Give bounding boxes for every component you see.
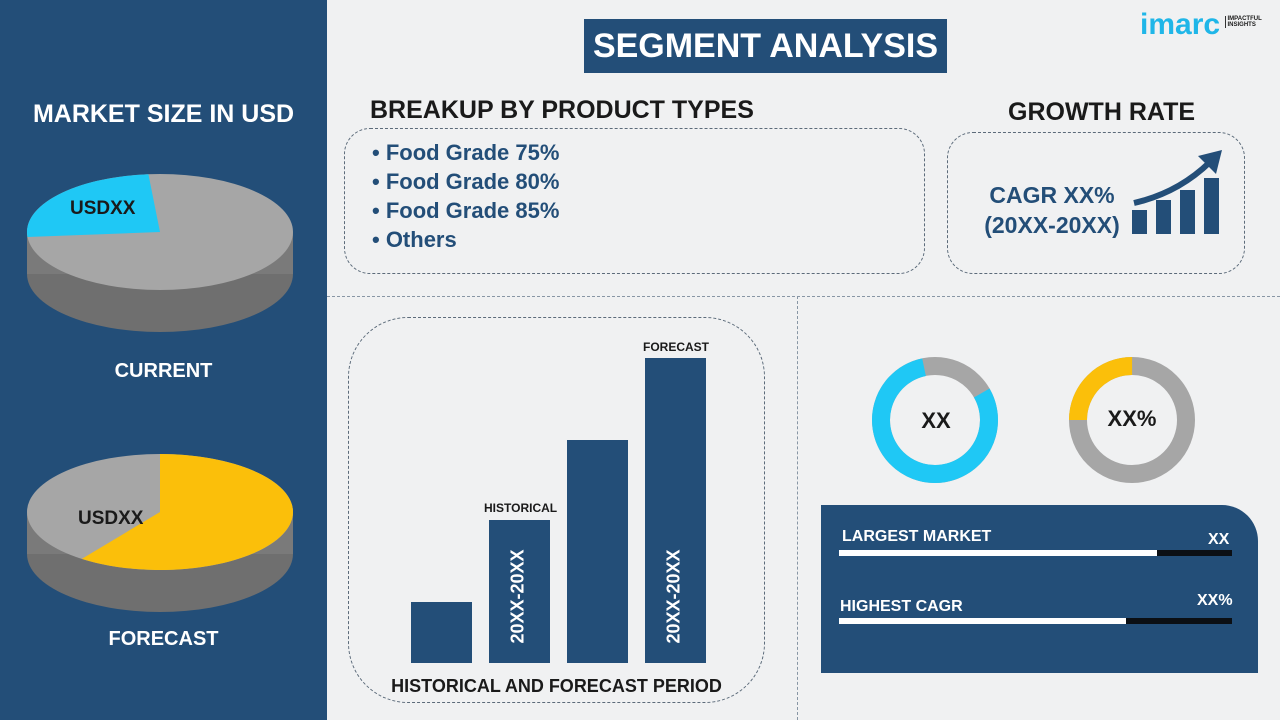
divider — [797, 296, 798, 720]
highest-cagr-value: XX% — [1197, 592, 1233, 609]
cagr-text: CAGR XX% (20XX-20XX) — [984, 182, 1120, 238]
growth-chart-icon — [1132, 150, 1222, 234]
forecast-pie — [27, 454, 294, 612]
donut-charts — [872, 357, 1195, 483]
highest-cagr-label: HIGHEST CAGR — [840, 598, 963, 615]
period-bar — [489, 519, 550, 663]
period-bar — [645, 358, 706, 663]
list-item: • Food Grade 80% — [372, 169, 560, 194]
period-caption: HISTORICAL AND FORECAST PERIOD — [391, 676, 722, 696]
breakup-heading: BREAKUP BY PRODUCT TYPES — [370, 96, 754, 124]
donut-segment — [872, 357, 998, 483]
divider — [327, 296, 1280, 297]
donut-1-value: XX — [921, 408, 951, 433]
largest-market-bar — [839, 550, 1232, 556]
product-type-list: • Food Grade 75% • Food Grade 80% • Food… — [372, 138, 559, 254]
market-size-heading: MARKET SIZE IN USD — [32, 100, 295, 128]
forecast-range: 20XX-20XX — [663, 549, 684, 644]
pie-highlight-slice — [27, 174, 161, 238]
period-bar — [567, 440, 628, 663]
imarc-logo: imarc IMPACTFUL INSIGHTS — [1140, 8, 1265, 42]
largest-market-value: XX — [1208, 531, 1230, 548]
donut-segment — [1069, 357, 1195, 483]
growth-heading: GROWTH RATE — [1008, 98, 1196, 126]
period-chart-box — [348, 317, 765, 703]
donut-2-value: XX% — [1107, 406, 1157, 431]
forecast-value: USDXX — [78, 508, 144, 529]
list-item: • Food Grade 75% — [372, 140, 560, 165]
forecast-label: FORECAST — [643, 340, 709, 354]
current-value: USDXX — [70, 198, 136, 219]
growth-box — [947, 132, 1245, 274]
historical-range: 20XX-20XX — [507, 549, 528, 644]
forecast-label: FORECAST — [108, 628, 219, 650]
historical-label: HISTORICAL — [484, 501, 558, 515]
highest-cagr-bar — [839, 618, 1232, 624]
page-title: SEGMENT ANALYSIS — [584, 19, 947, 73]
current-pie — [27, 174, 293, 332]
period-bar — [411, 602, 472, 663]
list-item: • Others — [372, 227, 457, 252]
largest-market-label: LARGEST MARKET — [842, 528, 992, 545]
current-label: CURRENT — [114, 360, 213, 382]
breakup-box — [344, 128, 925, 274]
pie-highlight-slice — [81, 454, 294, 570]
list-item: • Food Grade 85% — [372, 198, 560, 223]
stats-panel — [821, 505, 1258, 673]
